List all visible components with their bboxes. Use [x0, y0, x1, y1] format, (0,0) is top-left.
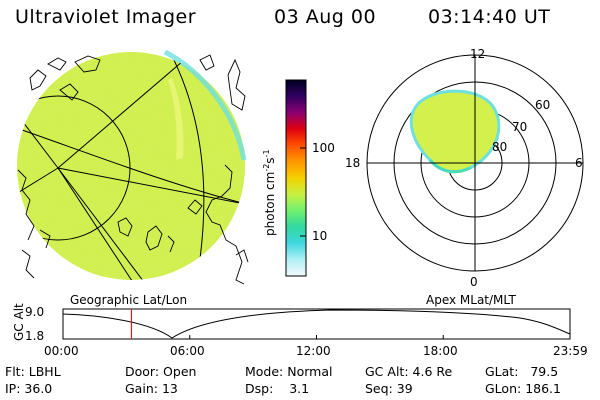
altitude-xtick-3: 18:00: [423, 344, 458, 358]
disc-texture: [17, 52, 245, 280]
mlt-label-0: 0: [470, 275, 478, 289]
colorbar-tick-10: 10: [312, 229, 328, 243]
info-glon: GLon: 186.1: [485, 381, 561, 396]
info-seq: Seq: 39: [365, 381, 413, 396]
altitude-ytick-top: 9.0: [25, 305, 45, 319]
info-dsp: Dsp: 3.1: [245, 381, 310, 396]
polar-plot: [366, 54, 584, 272]
colorbar-ticks: [300, 147, 306, 237]
info-gc-alt: GC Alt: 4.6 Re: [365, 364, 453, 379]
altitude-curve: [62, 309, 571, 339]
colorbar-tick-100: 100: [312, 141, 335, 155]
info-gain: Gain: 13: [125, 381, 178, 396]
time-label: 03:14:40 UT: [428, 6, 551, 28]
altitude-xtick-2: 12:00: [296, 344, 331, 358]
mlt-label-12: 12: [470, 47, 486, 61]
altitude-plot: [62, 308, 571, 340]
altitude-xtick-0: 00:00: [44, 344, 79, 358]
date-label: 03 Aug 00: [274, 6, 377, 28]
info-door: Door: Open: [125, 364, 197, 379]
geographic-label: Geographic Lat/Lon: [70, 293, 188, 307]
altitude-ylabel: GC Alt: [12, 303, 26, 341]
colorbar-frame: [285, 79, 307, 277]
colorbar-gradient: [286, 80, 306, 276]
lat-lon-grid: [17, 52, 245, 280]
altitude-xtick-4: 23:59: [553, 344, 588, 358]
bright-band: [168, 78, 184, 160]
colorbar-bands: [286, 80, 306, 276]
mlt-label-18: 18: [345, 156, 361, 170]
mlat-label-80: 80: [492, 140, 508, 154]
mlt-label-6: 6: [575, 156, 583, 170]
mlat-label-60: 60: [535, 98, 551, 112]
info-filter: Flt: LBHL: [5, 364, 61, 379]
geographic-map: [17, 49, 249, 285]
info-mode: Mode: Normal: [245, 364, 333, 379]
auroral-oval: [409, 89, 501, 174]
altitude-x-ticks: [62, 335, 571, 339]
altitude-xtick-1: 06:00: [170, 344, 205, 358]
coastlines: [17, 54, 249, 285]
app-title: Ultraviolet Imager: [15, 6, 197, 28]
apex-label: Apex MLat/MLT: [426, 293, 516, 307]
colorbar: [285, 79, 307, 277]
info-glat: GLat: 79.5: [485, 364, 559, 379]
colorbar-unit-label: photon cm-2s-1: [262, 149, 277, 236]
altitude-ytick-bottom: 1.8: [25, 329, 45, 343]
info-ip: IP: 36.0: [5, 381, 53, 396]
disc-edge-glow: [163, 49, 247, 161]
mlat-label-70: 70: [512, 120, 528, 134]
